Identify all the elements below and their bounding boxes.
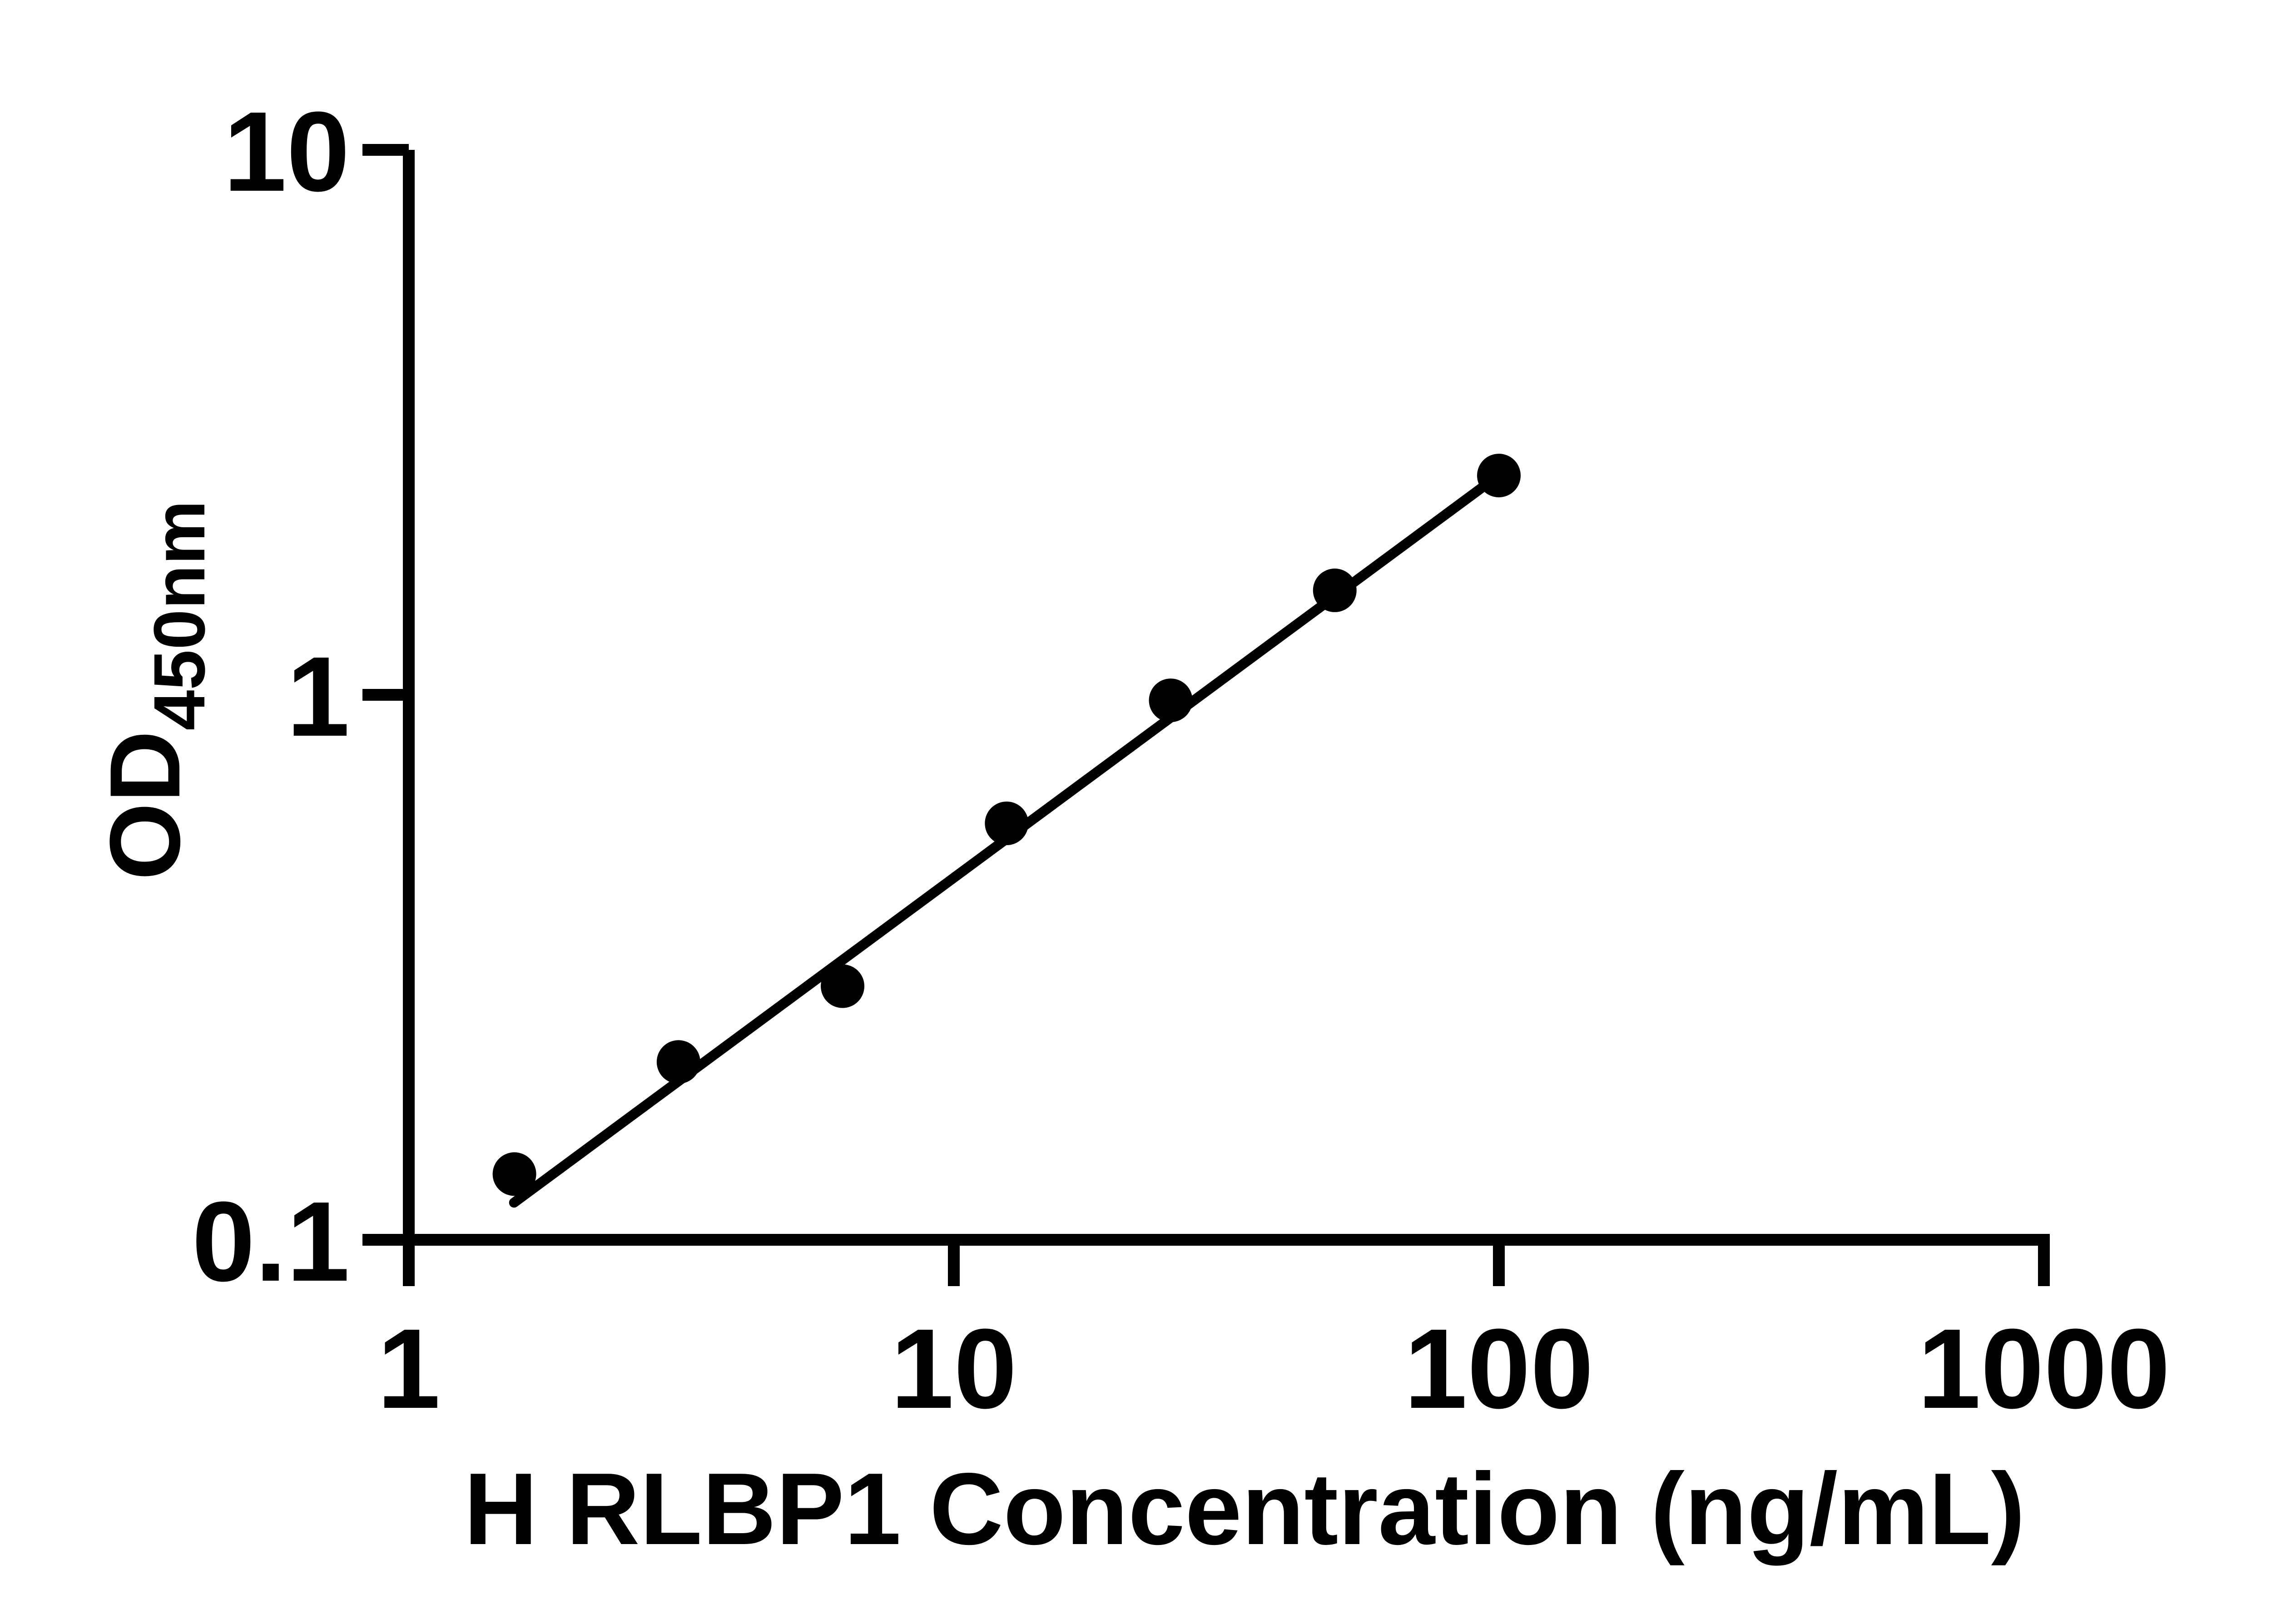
y-axis-ticks: 10 1 0.1 bbox=[192, 88, 409, 1305]
y-axis-title-main: OD bbox=[89, 730, 201, 880]
x-axis-title: H RLBP1 Concentration (ng/mL) bbox=[464, 1451, 2025, 1566]
data-point bbox=[1477, 454, 1521, 498]
x-tick-label: 1 bbox=[377, 1305, 440, 1432]
x-tick-label: 100 bbox=[1404, 1305, 1593, 1432]
data-point bbox=[821, 964, 865, 1008]
data-point bbox=[1149, 678, 1193, 723]
x-axis-ticks: 1 10 100 1000 bbox=[377, 1240, 2170, 1432]
data-point bbox=[656, 1040, 700, 1084]
axes bbox=[403, 150, 2050, 1246]
y-tick-label: 10 bbox=[223, 88, 350, 215]
x-tick-label: 1000 bbox=[1918, 1305, 2170, 1432]
y-tick-label: 0.1 bbox=[192, 1178, 350, 1305]
data-point bbox=[1313, 568, 1357, 612]
y-axis-title-subscript: 450nm bbox=[139, 500, 220, 731]
y-axis-title: OD450nm bbox=[89, 500, 220, 881]
data-point bbox=[492, 1152, 536, 1196]
data-points bbox=[492, 454, 1521, 1196]
data-point bbox=[985, 801, 1029, 845]
x-tick-label: 10 bbox=[891, 1305, 1017, 1432]
y-tick-label: 1 bbox=[287, 633, 350, 760]
